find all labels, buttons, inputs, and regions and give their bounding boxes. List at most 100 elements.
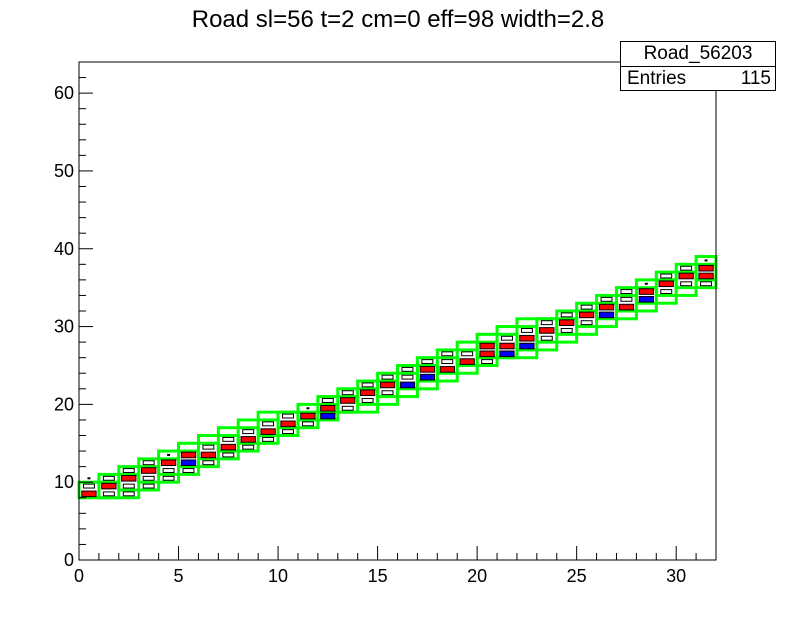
bin-50 bbox=[381, 374, 394, 380]
bin-21 bbox=[202, 460, 215, 466]
bin-95 bbox=[700, 281, 713, 287]
bin-80 bbox=[598, 311, 615, 319]
bin-90 bbox=[658, 280, 674, 288]
x-tick-label-5: 5 bbox=[174, 566, 184, 586]
bin-68 bbox=[519, 342, 535, 350]
bin-91 bbox=[660, 273, 673, 279]
bin-73 bbox=[540, 320, 553, 326]
bin-70 bbox=[520, 328, 533, 333]
bin-82 bbox=[600, 296, 613, 302]
bin-94 bbox=[680, 265, 693, 271]
road-boxes bbox=[77, 255, 718, 500]
x-tick-label-0: 0 bbox=[74, 566, 84, 586]
stats-entries-label: Entries bbox=[627, 68, 687, 89]
bin-96 bbox=[698, 272, 714, 280]
bin-23 bbox=[202, 444, 215, 450]
y-tick-label-20: 20 bbox=[54, 394, 74, 414]
bin-28 bbox=[240, 436, 256, 443]
stats-box: Road_56203 Entries 115 bbox=[620, 41, 776, 91]
bin-13 bbox=[142, 460, 155, 466]
bin-22 bbox=[200, 451, 217, 459]
bin-1 bbox=[82, 483, 95, 489]
chart-title: Road sl=56 t=2 cm=0 eff=98 width=2.8 bbox=[191, 6, 605, 33]
bin-18 bbox=[182, 468, 195, 473]
bin-14 bbox=[162, 475, 175, 481]
stats-entries-row: Entries 115 bbox=[621, 67, 775, 91]
bin-4 bbox=[101, 482, 117, 490]
bin-53 bbox=[401, 366, 414, 372]
bin-49 bbox=[379, 381, 396, 389]
y-tick-label-60: 60 bbox=[54, 83, 74, 103]
bin-33 bbox=[282, 429, 294, 435]
bin-10 bbox=[142, 483, 155, 489]
bin-27 bbox=[242, 444, 255, 450]
bin-92 bbox=[680, 281, 693, 287]
bin-89 bbox=[660, 289, 673, 294]
bin-36 bbox=[301, 421, 314, 427]
bin-62 bbox=[481, 359, 494, 365]
x-tick-label-25: 25 bbox=[567, 566, 587, 586]
bin-77 bbox=[580, 320, 593, 326]
bin-58 bbox=[441, 359, 454, 365]
y-tick-label-30: 30 bbox=[54, 317, 74, 337]
bin-83 bbox=[618, 303, 635, 311]
bin-34 bbox=[280, 420, 296, 428]
bin-17 bbox=[167, 453, 171, 456]
bin-37 bbox=[300, 412, 316, 420]
bin-24 bbox=[222, 452, 235, 458]
bin-44 bbox=[341, 390, 354, 396]
x-tick-label-20: 20 bbox=[467, 566, 487, 586]
bin-60 bbox=[459, 358, 475, 365]
bin-51 bbox=[399, 381, 416, 389]
bin-98 bbox=[704, 259, 708, 262]
y-tick-label-40: 40 bbox=[54, 239, 74, 259]
bin-88 bbox=[644, 282, 648, 285]
bin-67 bbox=[501, 335, 513, 341]
bin-43 bbox=[340, 397, 356, 404]
bin-42 bbox=[341, 405, 354, 411]
bin-11 bbox=[142, 475, 155, 481]
bin-76 bbox=[560, 312, 573, 318]
bin-75 bbox=[559, 319, 575, 326]
bin-61 bbox=[461, 351, 474, 357]
bin-57 bbox=[439, 366, 455, 373]
bin-47 bbox=[361, 382, 374, 388]
bin-9 bbox=[122, 468, 135, 473]
bin-79 bbox=[580, 304, 593, 310]
histogram-bins bbox=[81, 259, 714, 498]
bin-54 bbox=[419, 373, 436, 381]
bin-85 bbox=[620, 289, 633, 294]
bin-30 bbox=[262, 436, 275, 442]
bin-25 bbox=[220, 443, 236, 451]
y-tick-label-50: 50 bbox=[54, 161, 74, 181]
bin-16 bbox=[160, 459, 177, 467]
bin-2 bbox=[87, 477, 91, 480]
bin-46 bbox=[359, 389, 376, 397]
bin-72 bbox=[539, 327, 555, 334]
bin-71 bbox=[540, 335, 553, 341]
bin-40 bbox=[320, 404, 336, 412]
stats-entries-value: 115 bbox=[740, 68, 771, 89]
bin-63 bbox=[479, 350, 495, 358]
bin-29 bbox=[242, 429, 255, 435]
bin-15 bbox=[162, 468, 175, 473]
bin-19 bbox=[180, 459, 197, 467]
y-tick-label-10: 10 bbox=[54, 472, 74, 492]
axis-tick-labels: 0 5 10 15 20 25 30 0 10 20 30 40 50 60 bbox=[54, 83, 686, 586]
bin-26 bbox=[222, 436, 235, 442]
bin-65 bbox=[499, 350, 515, 358]
bin-81 bbox=[598, 303, 615, 311]
x-tick-label-10: 10 bbox=[268, 566, 288, 586]
bin-52 bbox=[401, 374, 414, 380]
bin-87 bbox=[638, 288, 654, 295]
bin-74 bbox=[560, 328, 573, 333]
bin-86 bbox=[638, 296, 654, 303]
bin-8 bbox=[121, 474, 137, 482]
y-tick-label-0: 0 bbox=[64, 550, 74, 570]
bin-48 bbox=[381, 390, 394, 396]
bin-84 bbox=[620, 296, 633, 302]
bin-69 bbox=[519, 334, 535, 342]
bin-55 bbox=[419, 366, 436, 373]
bin-0 bbox=[81, 490, 97, 498]
